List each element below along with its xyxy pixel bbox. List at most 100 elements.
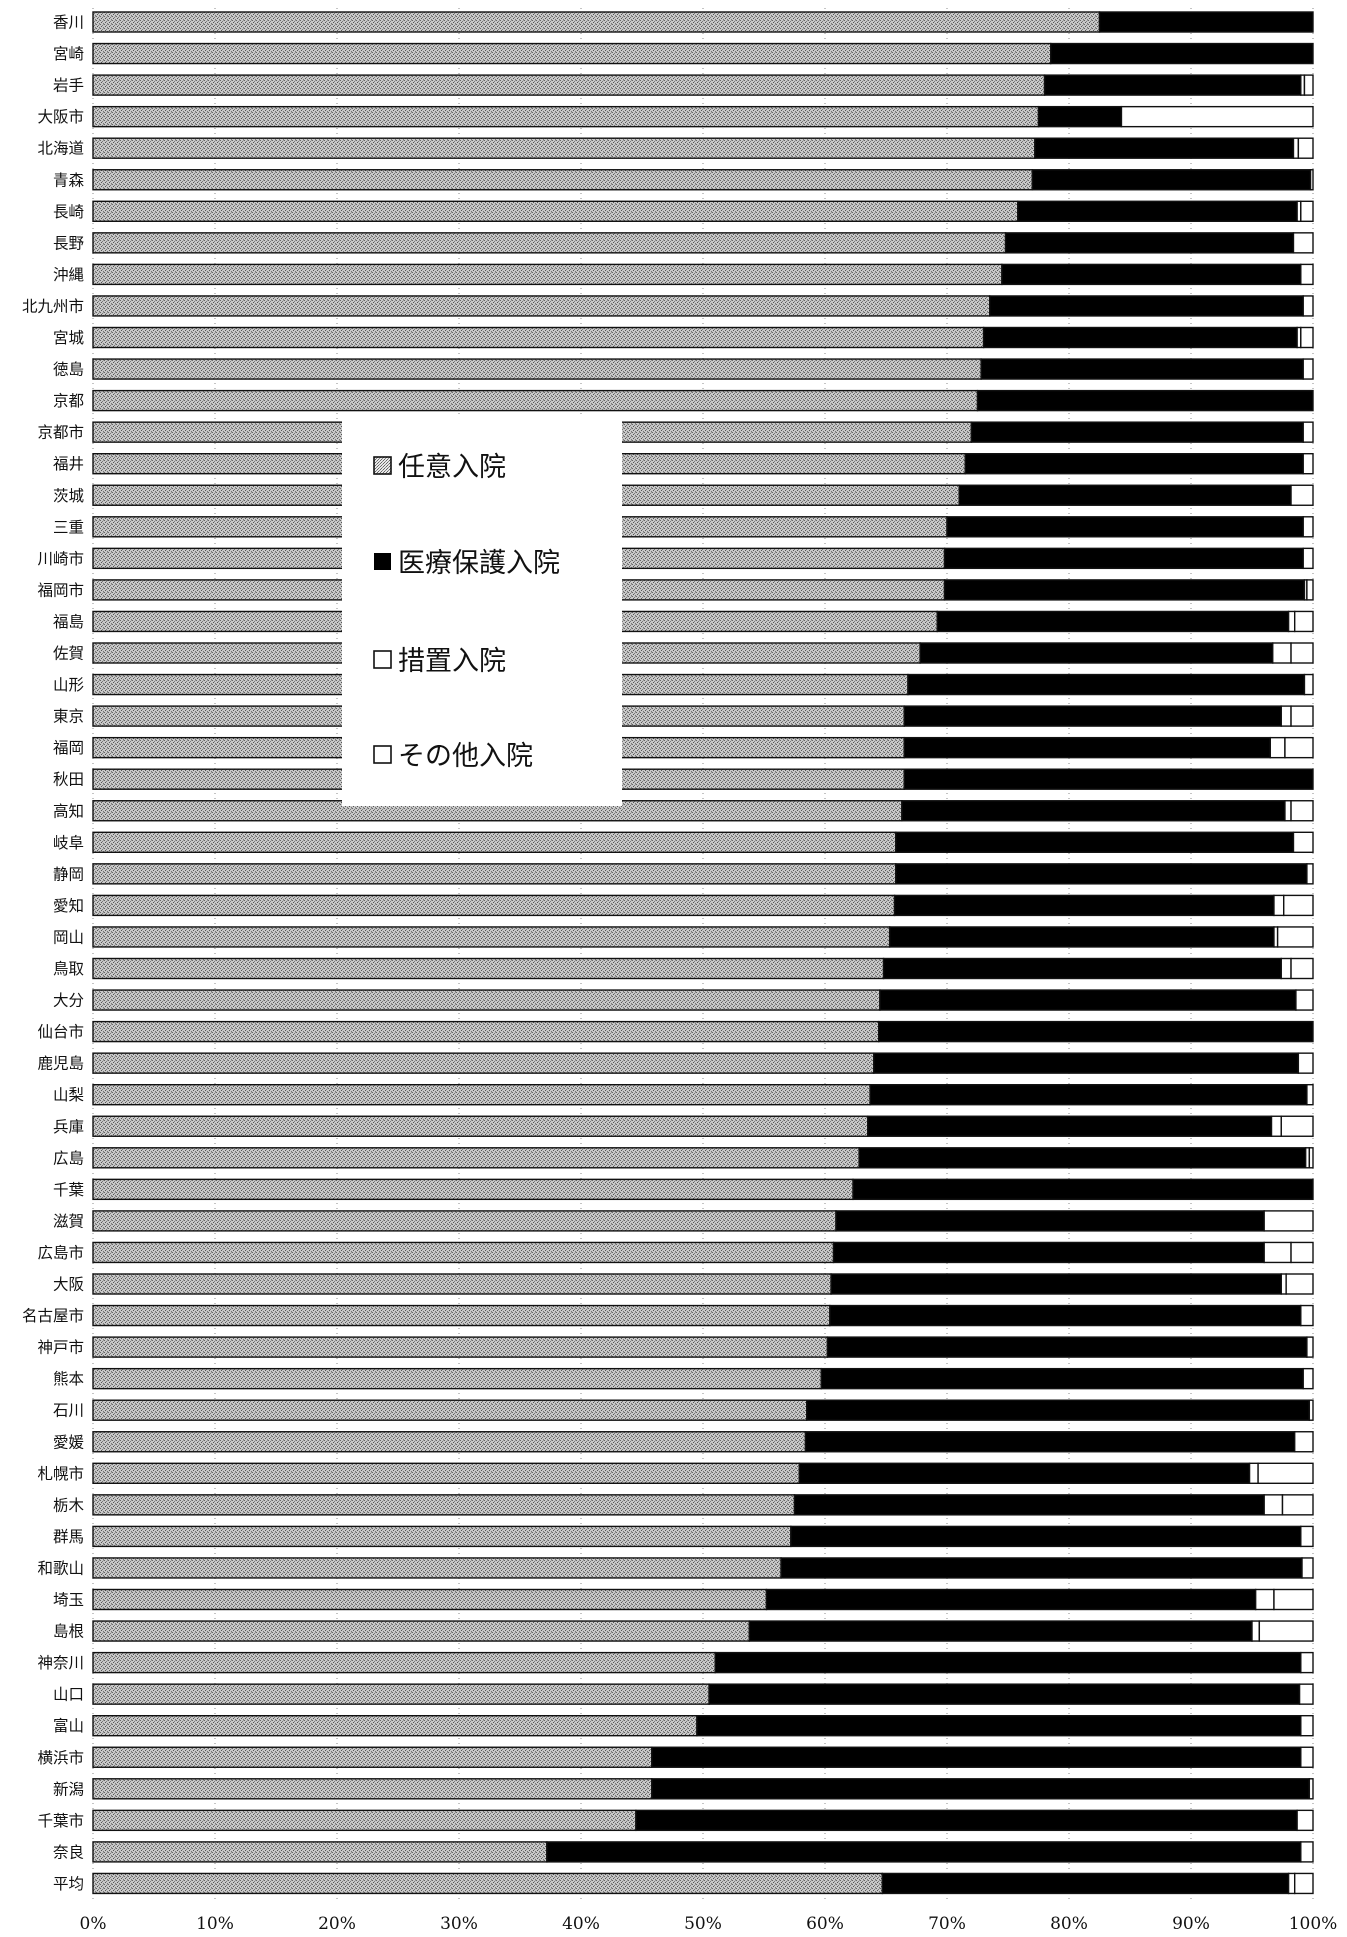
- bar-segment-voluntary: [92, 263, 1003, 286]
- bar-segment-medical-protection: [893, 894, 1275, 917]
- bar-row: [92, 137, 1314, 159]
- bar-row: [92, 1304, 1314, 1327]
- legend-box: [342, 416, 622, 806]
- bar-row: [92, 453, 1314, 475]
- category-label: 山梨: [53, 1086, 84, 1104]
- bar-segment-other: [1290, 705, 1314, 727]
- bar-row: [92, 1841, 1314, 1863]
- bar-segment-medical-protection: [982, 326, 1298, 349]
- bar-segment-medical-protection: [877, 1020, 1314, 1043]
- bar-row: [92, 957, 1314, 980]
- bar-segment-medical-protection: [943, 579, 1306, 601]
- bar-segment-medical-protection: [879, 989, 1297, 1011]
- bar-segment-other: [1284, 736, 1314, 759]
- bar-segment-voluntary: [92, 1714, 698, 1737]
- bar-segment-other: [1276, 926, 1314, 948]
- bar-segment-medical-protection: [881, 1872, 1290, 1895]
- legend: 任意入院 医療保護入院 措置入院 その他入院: [342, 416, 622, 806]
- category-label: 北九州市: [22, 297, 84, 315]
- bar-row: [92, 989, 1314, 1011]
- bar-segment-voluntary: [92, 1872, 884, 1895]
- bar-segment-other: [1303, 673, 1314, 696]
- bar-segment-other: [1293, 1872, 1314, 1895]
- bar-segment-medical-protection: [708, 1683, 1301, 1705]
- bar-row: [92, 232, 1314, 254]
- bar-segment-medical-protection: [901, 800, 1286, 822]
- bar-row: [92, 894, 1314, 917]
- bar-row: [92, 1431, 1314, 1453]
- bar-segment-voluntary: [92, 1651, 716, 1674]
- bar-segment-medical-protection: [804, 1431, 1296, 1453]
- bar-row: [92, 200, 1314, 223]
- bar-row: [92, 1367, 1314, 1390]
- category-label: 福岡市: [37, 581, 84, 599]
- category-label: 青森: [53, 171, 85, 189]
- category-label: 東京: [53, 708, 84, 726]
- bar-segment-medical-protection: [936, 610, 1290, 633]
- bar-row: [92, 1020, 1314, 1043]
- bar-segment-measure: [1254, 1588, 1275, 1611]
- bar-segment-other: [1296, 1809, 1314, 1832]
- bar-row: [92, 642, 1314, 664]
- legend-item-measure: 措置入院: [373, 646, 506, 677]
- bar-segment-voluntary: [92, 1020, 880, 1043]
- bar-segment-voluntary: [92, 1525, 792, 1548]
- bar-row: [92, 484, 1314, 506]
- bar-segment-other: [1300, 1714, 1314, 1737]
- bar-segment-medical-protection: [651, 1778, 1311, 1800]
- bar-segment-other: [1300, 200, 1314, 223]
- bar-segment-other: [1306, 1083, 1314, 1106]
- category-label: 熊本: [53, 1370, 84, 1388]
- bar-row: [92, 800, 1314, 822]
- bar-segment-voluntary: [92, 1494, 796, 1516]
- bar-segment-voluntary: [92, 1241, 835, 1264]
- legend-label-voluntary: 任意入院: [398, 452, 506, 483]
- bar-row: [92, 1651, 1314, 1674]
- bar-segment-medical-protection: [869, 1083, 1308, 1106]
- bar-segment-medical-protection: [888, 926, 1275, 948]
- bar-segment-other: [1302, 1367, 1314, 1390]
- category-label: 秋田: [53, 771, 84, 789]
- bar-segment-voluntary: [92, 137, 1036, 159]
- category-label: 愛媛: [53, 1433, 85, 1451]
- bar-segment-voluntary: [92, 1557, 782, 1579]
- bar-segment-other: [1301, 1557, 1314, 1579]
- bar-segment-medical-protection: [829, 1304, 1302, 1327]
- bar-row: [92, 516, 1314, 538]
- bar-row: [92, 1210, 1314, 1232]
- bar-segment-medical-protection: [835, 1210, 1265, 1232]
- bar-segment-other: [1297, 1052, 1314, 1074]
- category-label: 大阪市: [37, 108, 84, 126]
- x-tick-label: 80%: [1050, 1914, 1088, 1934]
- bar-row: [92, 295, 1314, 317]
- bar-segment-voluntary: [92, 1588, 768, 1611]
- bar-row: [92, 326, 1314, 349]
- category-label: 名古屋市: [22, 1307, 84, 1325]
- bar-segment-medical-protection: [946, 516, 1304, 538]
- bar-segment-voluntary: [92, 831, 897, 853]
- bar-row: [92, 1620, 1314, 1642]
- bar-row: [92, 863, 1314, 885]
- bar-segment-voluntary: [92, 1746, 653, 1768]
- bar-segment-other: [1308, 1778, 1314, 1800]
- category-label: 札幌市: [37, 1465, 84, 1483]
- bar-segment-other: [1290, 957, 1314, 980]
- bar-segment-medical-protection: [882, 957, 1282, 980]
- bar-segment-other: [1281, 1494, 1314, 1516]
- bar-segment-voluntary: [92, 169, 1034, 191]
- category-label: 長崎: [53, 203, 84, 221]
- bar-segment-voluntary: [92, 1210, 837, 1232]
- bar-segment-voluntary: [92, 926, 891, 948]
- bar-segment-voluntary: [92, 894, 896, 917]
- category-label: 香川: [53, 14, 84, 32]
- bar-segment-voluntary: [92, 74, 1046, 96]
- category-label: 鹿児島: [37, 1055, 84, 1073]
- category-label: 宮城: [53, 329, 85, 347]
- bar-segment-medical-protection: [820, 1367, 1304, 1390]
- bar-segment-voluntary: [92, 232, 1007, 254]
- category-label: 和歌山: [37, 1559, 84, 1577]
- category-label: 福島: [53, 613, 84, 631]
- bar-row: [92, 169, 1314, 191]
- legend-label-measure: 措置入院: [398, 646, 506, 677]
- bar-segment-medical-protection: [895, 863, 1308, 885]
